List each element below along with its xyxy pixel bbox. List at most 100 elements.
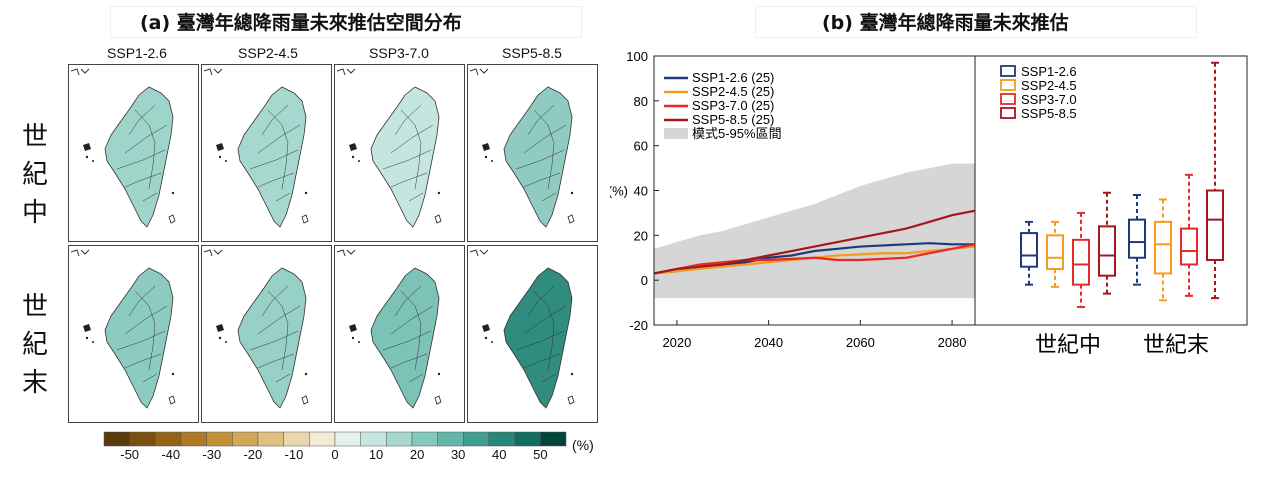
- projection-chart: -20020406080100(%)2020204020602080SSP1-2…: [610, 49, 1248, 358]
- penghu-islands: [349, 324, 357, 332]
- offshore-islands-outline: [336, 68, 356, 76]
- legend-box-label: SSP1-2.6: [1021, 64, 1077, 79]
- offshore-islands-outline: [469, 249, 489, 257]
- county-boundary-line: [400, 290, 422, 371]
- colorbar-segment: [386, 431, 413, 447]
- green-island-dot: [304, 372, 308, 376]
- box-body: [1154, 220, 1172, 275]
- penghu-islands: [482, 143, 490, 151]
- county-boundary-line: [257, 172, 295, 188]
- penghu-islands: [482, 324, 490, 332]
- y-tick-label: 0: [641, 273, 648, 288]
- county-boundary-line: [116, 330, 166, 351]
- colorbar-segment: [540, 431, 567, 447]
- colorbar-tick-label: -10: [284, 447, 304, 462]
- small-island-dot: [358, 341, 360, 343]
- box-body: [1046, 234, 1064, 270]
- small-island-dot: [225, 160, 227, 162]
- county-boundary-line: [261, 285, 289, 317]
- small-island-dot: [218, 336, 222, 340]
- county-boundary-line: [128, 104, 156, 136]
- county-boundary-line: [124, 353, 162, 369]
- county-boundary-line: [515, 149, 565, 170]
- county-boundary-line: [128, 285, 156, 317]
- orchid-island-outline: [434, 395, 442, 405]
- orchid-island-outline: [567, 395, 575, 405]
- county-boundary-line: [390, 353, 428, 369]
- colorbar-segment: [129, 431, 156, 447]
- legend-box-swatch: [1000, 93, 1016, 105]
- green-island-dot: [304, 191, 308, 195]
- small-island-dot: [491, 160, 493, 162]
- box-body: [1180, 227, 1198, 266]
- county-boundary-line: [527, 285, 555, 317]
- x-tick-label: 2080: [938, 335, 967, 350]
- taiwan-map-shape: [503, 267, 573, 409]
- county-boundary-line: [261, 104, 289, 136]
- row-label-end-century: 世紀末: [20, 288, 50, 402]
- penghu-islands: [349, 143, 357, 151]
- orchid-island-outline: [168, 214, 176, 224]
- county-boundary-line: [382, 330, 432, 351]
- county-boundary-line: [523, 172, 561, 188]
- county-boundary-line: [116, 149, 166, 170]
- y-tick-label: 100: [626, 49, 648, 64]
- legend-box-label: SSP2-4.5: [1021, 78, 1077, 93]
- colorbar-segment: [103, 431, 130, 447]
- legend-label: SSP3-7.0 (25): [692, 98, 774, 113]
- colorbar: [103, 431, 567, 447]
- legend-box-swatch: [1000, 107, 1016, 119]
- legend-label: SSP5-8.5 (25): [692, 112, 774, 127]
- series-line: [653, 243, 976, 275]
- scenario-label-ssp245: SSP2-4.5: [238, 45, 298, 61]
- colorbar-segment: [232, 431, 259, 447]
- map-canvas: [70, 249, 176, 409]
- row-label-mid-century: 世紀中: [20, 118, 50, 232]
- county-boundary-line: [533, 109, 555, 190]
- colorbar-tick-label: 10: [368, 447, 384, 462]
- small-island-dot: [85, 155, 89, 159]
- colorbar-segment: [463, 431, 490, 447]
- colorbar-tick-label: 0: [331, 447, 339, 462]
- green-island-dot: [570, 372, 574, 376]
- county-boundary-line: [142, 192, 158, 202]
- panel-b-title: (b) 臺灣年總降雨量未來推估: [822, 12, 1069, 34]
- colorbar-segment: [206, 431, 233, 447]
- legend-box-label: SSP5-8.5: [1021, 106, 1077, 121]
- county-boundary-line: [523, 353, 561, 369]
- box-body: [1128, 218, 1146, 259]
- taiwan-map-shape: [237, 86, 307, 228]
- small-island-dot: [85, 336, 89, 340]
- colorbar-unit: (%): [572, 437, 594, 453]
- county-boundary-line: [394, 285, 422, 317]
- county-boundary-line: [257, 353, 295, 369]
- taiwan-map-shape: [104, 267, 174, 409]
- taiwan-map-shape: [104, 86, 174, 228]
- county-boundary-line: [142, 373, 158, 383]
- colorbar-segment: [514, 431, 541, 447]
- map-end-ssp370: [334, 245, 465, 423]
- county-boundary-line: [390, 305, 434, 335]
- small-island-dot: [484, 155, 488, 159]
- county-boundary-line: [124, 305, 168, 335]
- box-body: [1072, 238, 1090, 286]
- map-mid-ssp126: [68, 64, 199, 242]
- county-boundary-line: [523, 305, 567, 335]
- county-boundary-line: [394, 104, 422, 136]
- county-boundary-line: [541, 373, 557, 383]
- offshore-islands-outline: [203, 249, 223, 257]
- colorbar-segment: [334, 431, 361, 447]
- map-mid-ssp370: [334, 64, 465, 242]
- x-tick-label: 2020: [662, 335, 691, 350]
- small-island-dot: [484, 336, 488, 340]
- county-boundary-line: [275, 373, 291, 383]
- row-label-mid-century-text: 世紀中: [21, 122, 48, 228]
- legend-box-label: SSP3-7.0: [1021, 92, 1077, 107]
- uncertainty-band: [654, 163, 975, 299]
- map-canvas: [203, 68, 309, 228]
- box-body: [1020, 232, 1038, 268]
- orchid-island-outline: [168, 395, 176, 405]
- box-category-label: 世紀中: [1035, 333, 1101, 358]
- legend-band-swatch: [664, 128, 688, 139]
- taiwan-map-shape: [370, 267, 440, 409]
